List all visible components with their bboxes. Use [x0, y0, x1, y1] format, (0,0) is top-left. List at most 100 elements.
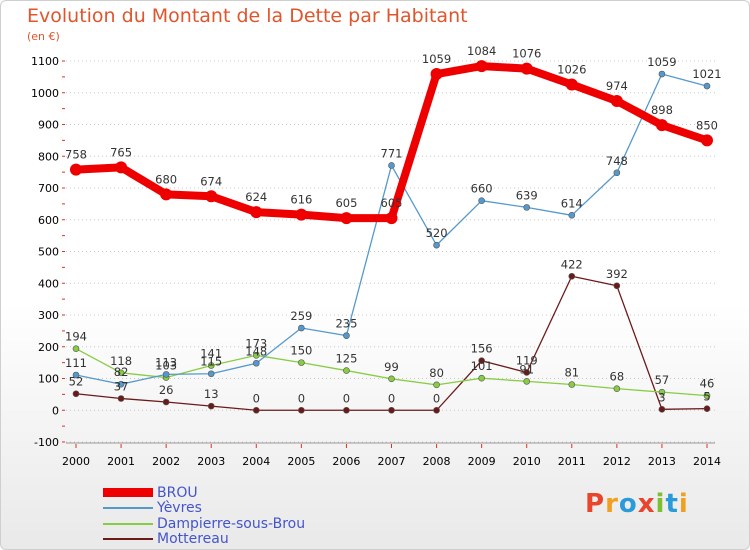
data-point	[613, 169, 621, 177]
data-point	[298, 359, 305, 366]
data-label: 68	[610, 370, 625, 384]
data-point	[250, 206, 263, 219]
data-label: 235	[335, 317, 357, 331]
logo-letter: i	[678, 489, 689, 519]
data-point	[72, 371, 80, 379]
data-label: 119	[516, 353, 538, 367]
data-point	[72, 390, 80, 398]
data-point	[117, 380, 125, 388]
legend-item: Mottereau	[103, 531, 305, 548]
y-tick-label: 900	[38, 119, 59, 132]
data-point	[568, 212, 576, 219]
data-point	[568, 272, 576, 280]
y-tick-label: -100	[34, 436, 59, 449]
data-point	[658, 388, 666, 396]
data-point	[523, 369, 531, 376]
data-label: 173	[245, 336, 267, 350]
legend: BROU Yèvres Dampierre-sous-Brou Mottereau	[103, 485, 305, 547]
data-label: 605	[335, 196, 357, 210]
data-label: 111	[65, 356, 87, 370]
proxiti-logo: Proxiti	[585, 489, 689, 519]
data-point	[117, 395, 125, 402]
data-label: 1059	[647, 55, 676, 69]
data-point	[478, 197, 485, 204]
data-label: 0	[388, 391, 395, 405]
y-tick-label: 800	[38, 150, 59, 163]
data-label: 1059	[422, 52, 451, 66]
data-label: 103	[155, 359, 177, 373]
data-label: 148	[245, 344, 267, 358]
series-lines	[70, 60, 713, 414]
y-tick-label: 500	[38, 246, 59, 259]
legend-item: Dampierre-sous-Brou	[103, 516, 305, 532]
data-label: 82	[114, 365, 129, 379]
data-label: 624	[245, 190, 267, 204]
y-tick-label: 0	[52, 404, 59, 417]
legend-label: BROU	[157, 484, 198, 501]
data-label: 1026	[557, 62, 586, 76]
data-label: 99	[384, 360, 399, 374]
y-tick-label: 300	[38, 309, 59, 322]
data-label: 1084	[467, 44, 496, 58]
x-tick-label: 2011	[558, 455, 586, 468]
data-point	[72, 345, 80, 352]
data-point	[565, 78, 578, 91]
data-point	[658, 70, 666, 78]
y-tick-label: 1100	[31, 55, 59, 68]
data-label: 150	[290, 344, 312, 358]
data-point	[703, 405, 711, 412]
data-point	[117, 369, 125, 377]
legend-item: BROU	[103, 485, 305, 501]
data-point	[523, 378, 531, 385]
x-tick-label: 2008	[423, 455, 451, 468]
data-label: 771	[381, 146, 403, 160]
data-label: 0	[253, 391, 260, 405]
x-tick-label: 2010	[513, 455, 541, 468]
data-point	[568, 381, 576, 388]
data-label: 57	[655, 373, 670, 387]
legend-label: Mottereau	[157, 531, 229, 548]
data-point	[478, 357, 485, 365]
data-label: 1076	[512, 47, 541, 61]
data-point	[613, 282, 621, 290]
data-label: 5	[703, 390, 710, 404]
data-label: 520	[426, 226, 448, 240]
grid-lines	[66, 60, 715, 443]
data-point	[205, 190, 218, 203]
data-label: 616	[290, 193, 312, 207]
logo-letter: r	[605, 489, 619, 519]
x-tick-label: 2012	[603, 455, 631, 468]
y-tick-label: 700	[38, 182, 59, 195]
data-label: 156	[471, 342, 493, 356]
data-label: 13	[204, 387, 219, 401]
data-label: 91	[519, 362, 534, 376]
data-label: 81	[564, 366, 579, 380]
data-point	[388, 406, 395, 414]
data-label: 118	[110, 354, 132, 368]
data-label: 0	[298, 391, 305, 405]
y-tick-label: 400	[38, 277, 59, 290]
axes: -100010020030040050060070080090010001100…	[31, 55, 721, 468]
data-point	[703, 82, 711, 90]
data-point	[388, 162, 395, 169]
x-tick-label: 2014	[693, 455, 721, 468]
data-label: 758	[65, 148, 87, 162]
logo-letter: P	[585, 489, 606, 519]
data-label: 392	[606, 267, 628, 281]
data-label: 0	[433, 391, 440, 405]
x-tick-label: 2003	[197, 455, 225, 468]
logo-letter: x	[637, 489, 656, 519]
data-label: 52	[69, 375, 84, 389]
data-label: 614	[561, 196, 583, 210]
x-tick-label: 2005	[287, 455, 315, 468]
data-point	[295, 208, 308, 221]
data-point	[523, 204, 531, 211]
data-point	[433, 381, 440, 389]
data-label: 101	[471, 359, 493, 373]
data-point	[385, 212, 398, 225]
data-label: 194	[65, 330, 87, 344]
data-label: 46	[700, 377, 715, 391]
data-point	[703, 392, 711, 399]
